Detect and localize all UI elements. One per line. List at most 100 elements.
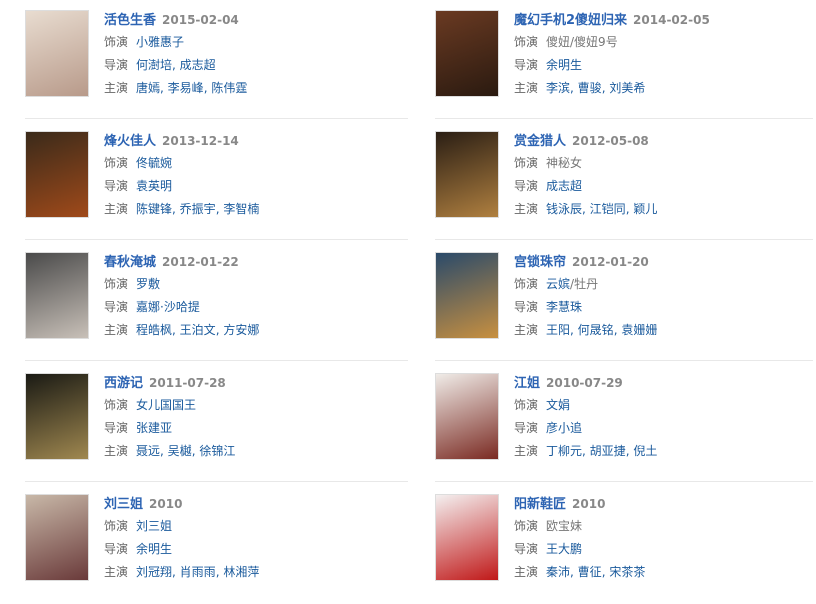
cast-link[interactable]: 方安娜 xyxy=(223,323,260,337)
cast-link[interactable]: 何晟铭 xyxy=(577,323,614,337)
director-link[interactable]: 何澍培 xyxy=(136,58,173,72)
film-poster[interactable] xyxy=(25,373,89,460)
role-link[interactable]: 云嫔 xyxy=(546,277,571,291)
row-divider xyxy=(25,239,408,240)
director-link[interactable]: 李慧珠 xyxy=(546,300,583,314)
director-link[interactable]: 袁英明 xyxy=(136,179,173,193)
film-item: 刘三姐 2010 饰演 刘三姐 导演 余明生 主演 刘冠翔, 肖雨雨, 林湘萍 xyxy=(25,494,405,604)
film-title[interactable]: 西游记 xyxy=(104,376,144,391)
film-title[interactable]: 魔幻手机2傻妞归来 xyxy=(514,13,628,28)
cast-link[interactable]: 陈伟霆 xyxy=(211,81,248,95)
cast-link[interactable]: 颖儿 xyxy=(633,202,658,216)
director-link[interactable]: 成志超 xyxy=(179,58,216,72)
cast-link[interactable]: 胡亚捷 xyxy=(589,444,626,458)
film-title-row[interactable]: 烽火佳人 2013-12-14 xyxy=(104,131,404,151)
cast-link[interactable]: 王泊文 xyxy=(179,323,216,337)
film-poster[interactable] xyxy=(435,252,499,339)
cast-label: 主演 xyxy=(104,81,129,95)
director-link[interactable]: 王大鹏 xyxy=(546,542,583,556)
film-poster[interactable] xyxy=(25,252,89,339)
cast-link[interactable]: 刘冠翔 xyxy=(136,565,173,579)
role-label: 饰演 xyxy=(104,398,129,412)
director-row: 导演 王大鹏 xyxy=(514,538,814,560)
cast-row: 主演 程皓枫, 王泊文, 方安娜 xyxy=(104,319,404,341)
film-title-row[interactable]: 活色生香 2015-02-04 xyxy=(104,10,404,30)
cast-label: 主演 xyxy=(514,202,539,216)
director-label: 导演 xyxy=(514,58,539,72)
director-link[interactable]: 成志超 xyxy=(546,179,583,193)
director-link[interactable]: 余明生 xyxy=(136,542,173,556)
role-label: 饰演 xyxy=(514,519,539,533)
cast-link[interactable]: 刘美希 xyxy=(609,81,646,95)
row-divider xyxy=(25,118,408,119)
cast-link[interactable]: 徐锦江 xyxy=(199,444,236,458)
film-poster[interactable] xyxy=(435,131,499,218)
cast-link[interactable]: 曹征 xyxy=(577,565,602,579)
film-title[interactable]: 江姐 xyxy=(514,376,541,391)
role-link[interactable]: 刘三姐 xyxy=(136,519,173,533)
film-title-row[interactable]: 江姐 2010-07-29 xyxy=(514,373,814,393)
film-poster[interactable] xyxy=(435,373,499,460)
film-poster[interactable] xyxy=(435,494,499,581)
film-title-row[interactable]: 魔幻手机2傻妞归来 2014-02-05 xyxy=(514,10,814,30)
film-title[interactable]: 烽火佳人 xyxy=(104,134,157,149)
cast-link[interactable]: 江铠同 xyxy=(589,202,626,216)
director-link[interactable]: 张建亚 xyxy=(136,421,173,435)
separator: , xyxy=(215,202,224,216)
role-label: 饰演 xyxy=(104,277,129,291)
film-date: 2012-05-08 xyxy=(572,134,649,148)
cast-link[interactable]: 程皓枫 xyxy=(136,323,173,337)
film-info: 烽火佳人 2013-12-14 饰演 佟毓婉 导演 袁英明 主演 陈键锋, 乔振宇, 李… xyxy=(104,131,404,220)
film-title[interactable]: 赏金猎人 xyxy=(514,134,567,149)
cast-link[interactable]: 李滨 xyxy=(546,81,571,95)
cast-link[interactable]: 丁柳元 xyxy=(546,444,583,458)
film-title-row[interactable]: 西游记 2011-07-28 xyxy=(104,373,404,393)
cast-link[interactable]: 唐嫣 xyxy=(136,81,161,95)
film-title-row[interactable]: 阳新鞋匠 2010 xyxy=(514,494,814,514)
film-title[interactable]: 活色生香 xyxy=(104,13,157,28)
director-row: 导演 张建亚 xyxy=(104,417,404,439)
film-poster[interactable] xyxy=(25,494,89,581)
film-title-row[interactable]: 刘三姐 2010 xyxy=(104,494,404,514)
film-poster[interactable] xyxy=(25,10,89,97)
cast-link[interactable]: 钱泳辰 xyxy=(546,202,583,216)
cast-link[interactable]: 李智楠 xyxy=(223,202,260,216)
film-title[interactable]: 春秋淹城 xyxy=(104,255,157,270)
director-link[interactable]: 嘉娜·沙哈提 xyxy=(136,300,200,314)
role-row: 饰演 文娟 xyxy=(514,394,814,416)
film-poster[interactable] xyxy=(25,131,89,218)
cast-link[interactable]: 李易峰 xyxy=(167,81,204,95)
cast-link[interactable]: 倪土 xyxy=(633,444,658,458)
cast-link[interactable]: 林湘萍 xyxy=(223,565,260,579)
cast-row: 主演 王阳, 何晟铭, 袁姗姗 xyxy=(514,319,814,341)
role-link[interactable]: 文娟 xyxy=(546,398,571,412)
cast-link[interactable]: 袁姗姗 xyxy=(621,323,658,337)
role-link[interactable]: 罗敷 xyxy=(136,277,161,291)
cast-link[interactable]: 曹骏 xyxy=(577,81,602,95)
film-title-row[interactable]: 宫锁珠帘 2012-01-20 xyxy=(514,252,814,272)
role-link[interactable]: 小雅惠子 xyxy=(136,35,185,49)
role-link[interactable]: 佟毓婉 xyxy=(136,156,173,170)
cast-link[interactable]: 陈键锋 xyxy=(136,202,173,216)
film-title[interactable]: 刘三姐 xyxy=(104,497,144,512)
cast-link[interactable]: 宋茶茶 xyxy=(609,565,646,579)
director-link[interactable]: 余明生 xyxy=(546,58,583,72)
cast-link[interactable]: 肖雨雨 xyxy=(179,565,216,579)
film-title-row[interactable]: 赏金猎人 2012-05-08 xyxy=(514,131,814,151)
cast-link[interactable]: 王阳 xyxy=(546,323,571,337)
film-title[interactable]: 阳新鞋匠 xyxy=(514,497,567,512)
cast-link[interactable]: 乔振宇 xyxy=(179,202,216,216)
cast-link[interactable]: 吴樾 xyxy=(167,444,192,458)
director-link[interactable]: 彦小追 xyxy=(546,421,583,435)
separator: , xyxy=(160,444,168,458)
cast-label: 主演 xyxy=(104,444,129,458)
role-link[interactable]: 女儿国国王 xyxy=(136,398,197,412)
cast-link[interactable]: 聂远 xyxy=(136,444,161,458)
film-poster[interactable] xyxy=(435,10,499,97)
film-title-row[interactable]: 春秋淹城 2012-01-22 xyxy=(104,252,404,272)
film-title[interactable]: 宫锁珠帘 xyxy=(514,255,567,270)
row-divider xyxy=(25,481,408,482)
cast-link[interactable]: 秦沛 xyxy=(546,565,571,579)
separator: , xyxy=(172,58,180,72)
director-label: 导演 xyxy=(514,300,539,314)
